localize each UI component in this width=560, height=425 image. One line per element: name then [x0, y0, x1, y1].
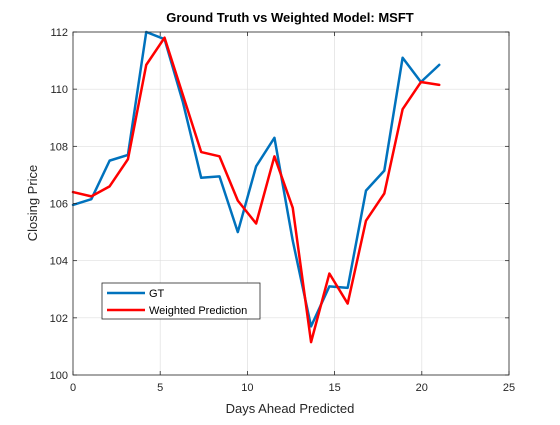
x-tick-label: 25 — [503, 382, 515, 394]
axis-ticks: 0 5 10 15 20 25 100 102 104 106 108 110 112 — [50, 27, 515, 394]
x-tick-label: 10 — [241, 382, 253, 394]
chart-title: Ground Truth vs Weighted Model: MSFT — [166, 10, 414, 25]
series-layer — [71, 30, 441, 344]
legend-label-weighted-prediction: Weighted Prediction — [149, 305, 247, 317]
x-tick-label: 0 — [70, 382, 76, 394]
series-line-weighted-prediction — [71, 36, 441, 344]
y-tick-label: 108 — [50, 141, 68, 153]
y-tick-label: 104 — [50, 256, 68, 268]
y-tick-label: 102 — [50, 313, 68, 325]
y-tick-label: 110 — [50, 84, 68, 96]
legend-box — [101, 282, 261, 320]
y-tick-label: 106 — [50, 199, 68, 211]
legend-label-gt: GT — [149, 288, 165, 300]
y-axis-label: Closing Price — [25, 165, 40, 242]
x-axis-label: Days Ahead Predicted — [226, 401, 355, 416]
y-tick-label: 112 — [50, 27, 68, 39]
x-tick-label: 5 — [157, 382, 163, 394]
x-tick-label: 20 — [416, 382, 428, 394]
legend: GT Weighted Prediction — [101, 282, 261, 320]
series-line-gt — [71, 30, 441, 328]
y-tick-label: 100 — [50, 370, 68, 382]
x-tick-label: 15 — [328, 382, 340, 394]
